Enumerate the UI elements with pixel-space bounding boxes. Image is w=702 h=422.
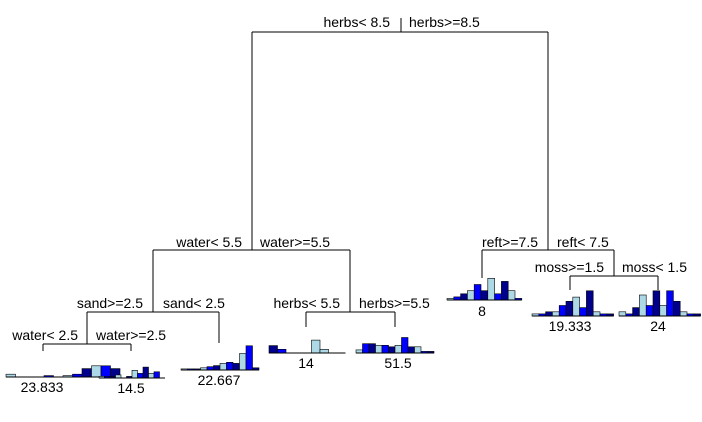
root-split: herbs< 8.5 herbs>=8.5: [251, 14, 549, 250]
histogram-bar: [100, 365, 111, 378]
water-2-5-split-left-label: water< 2.5: [11, 327, 78, 343]
reft-7-5-split: reft>=7.5 reft< 7.5: [481, 234, 615, 278]
histogram-bar: [131, 369, 138, 379]
histogram-bar: [81, 368, 92, 378]
histogram-bar: [679, 311, 688, 317]
moss-1-5-split-right-label: moss< 1.5: [622, 259, 687, 275]
histogram-bar: [381, 344, 389, 354]
histogram-bar: [659, 305, 667, 317]
histogram-bar: [226, 361, 234, 371]
leaf-node: 23.833: [5, 365, 121, 395]
leaf-histogram: [531, 290, 614, 317]
herbs-5-5-split-left-label: herbs< 5.5: [273, 295, 340, 311]
histogram-bar: [319, 348, 329, 354]
leaf-histogram: [98, 366, 165, 379]
leaf-value-label: 8: [478, 303, 486, 319]
histogram-bar: [460, 293, 468, 301]
histogram-bar: [277, 348, 287, 354]
histogram-bar: [545, 311, 553, 317]
histogram-bar: [645, 305, 654, 317]
leaf-node: 14: [268, 339, 346, 371]
histogram-bar: [239, 353, 247, 371]
leaf-histogram: [355, 337, 435, 354]
histogram-bar: [401, 337, 409, 354]
histogram-bar: [245, 345, 253, 371]
leaf-node: 8: [446, 277, 523, 319]
water-2-5-split-right-label: water>=2.5: [95, 327, 166, 343]
leaf-node: 51.5: [355, 337, 435, 371]
herbs-5-5-split-right-label: herbs>=5.5: [359, 295, 430, 311]
leaf-histogram: [268, 339, 346, 354]
histogram-bar: [268, 345, 278, 354]
leaf-value-label: 22.667: [198, 372, 241, 388]
histogram-bar: [375, 344, 383, 354]
leaf-histogram: [5, 365, 121, 378]
histogram-bar: [368, 343, 376, 354]
leaf-value-label: 14: [298, 355, 314, 371]
leaf-node: 14.5: [98, 366, 165, 396]
histogram-bar: [153, 371, 160, 379]
histogram-bar: [558, 305, 567, 317]
histogram-bar: [219, 363, 227, 371]
leaf-value-label: 51.5: [384, 355, 411, 371]
histogram-bar: [311, 339, 321, 354]
histogram-bar: [666, 290, 674, 317]
histogram-bar: [572, 296, 580, 317]
sand-2-5-split-left-label: sand>=2.5: [77, 295, 143, 311]
histogram-bar: [501, 281, 509, 301]
histogram-bar: [586, 290, 594, 317]
water-5-5-split-right-label: water>=5.5: [259, 234, 330, 250]
reft-7-5-split-right-label: reft< 7.5: [557, 234, 609, 250]
leaf-value-label: 19.333: [549, 318, 592, 334]
root-split-right-label: herbs>=8.5: [409, 14, 480, 30]
histogram-bar: [148, 373, 155, 379]
histogram-bar: [137, 373, 144, 379]
histogram-bar: [362, 343, 370, 354]
histogram-bar: [487, 277, 495, 301]
water-2-5-split: water< 2.5 water>=2.5: [11, 327, 166, 351]
leaf-value-label: 14.5: [117, 380, 144, 396]
histogram-bar: [639, 294, 647, 317]
water-5-5-split: water< 5.5 water>=5.5: [152, 234, 351, 312]
histogram-bar: [494, 293, 502, 301]
histogram-bar: [592, 311, 601, 317]
sand-2-5-split: sand>=2.5 sand< 2.5: [77, 295, 225, 344]
water-5-5-split-left-label: water< 5.5: [175, 234, 242, 250]
histogram-bar: [552, 311, 560, 317]
histogram-bar: [673, 300, 681, 317]
moss-1-5-split-left-label: moss>=1.5: [535, 259, 604, 275]
histogram-bar: [232, 363, 240, 371]
histogram-bar: [618, 311, 627, 317]
histogram-bar: [394, 344, 402, 354]
moss-1-5-split: moss>=1.5 moss< 1.5: [535, 259, 687, 290]
sand-2-5-split-right-label: sand< 2.5: [163, 295, 225, 311]
leaf-node: 19.333: [531, 290, 614, 334]
histogram-bar: [414, 346, 422, 354]
herbs-5-5-split: herbs< 5.5 herbs>=5.5: [273, 295, 430, 327]
histogram-bar: [473, 284, 482, 301]
histogram-bar: [652, 290, 661, 317]
histogram-bar: [467, 290, 475, 301]
leaf-histogram: [180, 345, 260, 371]
leaf-node: 24: [618, 290, 701, 334]
histogram-bar: [407, 346, 415, 354]
reft-7-5-split-left-label: reft>=7.5: [482, 234, 538, 250]
leaf-value-label: 24: [650, 318, 666, 334]
leaf-value-label: 23.833: [21, 379, 64, 395]
histogram-bar: [632, 307, 640, 317]
leaf-node: 22.667: [180, 345, 260, 388]
histogram-bar: [565, 300, 574, 317]
histogram-bar: [388, 346, 396, 354]
histogram-bar: [507, 290, 516, 301]
histogram-bar: [213, 365, 221, 371]
histogram-bar: [480, 290, 489, 301]
leaf-histogram: [446, 277, 523, 301]
root-split-left-label: herbs< 8.5: [323, 14, 390, 30]
leaf-histogram: [618, 290, 701, 317]
histogram-bar: [142, 366, 149, 379]
histogram-bar: [91, 365, 102, 378]
histogram-bar: [579, 307, 587, 317]
